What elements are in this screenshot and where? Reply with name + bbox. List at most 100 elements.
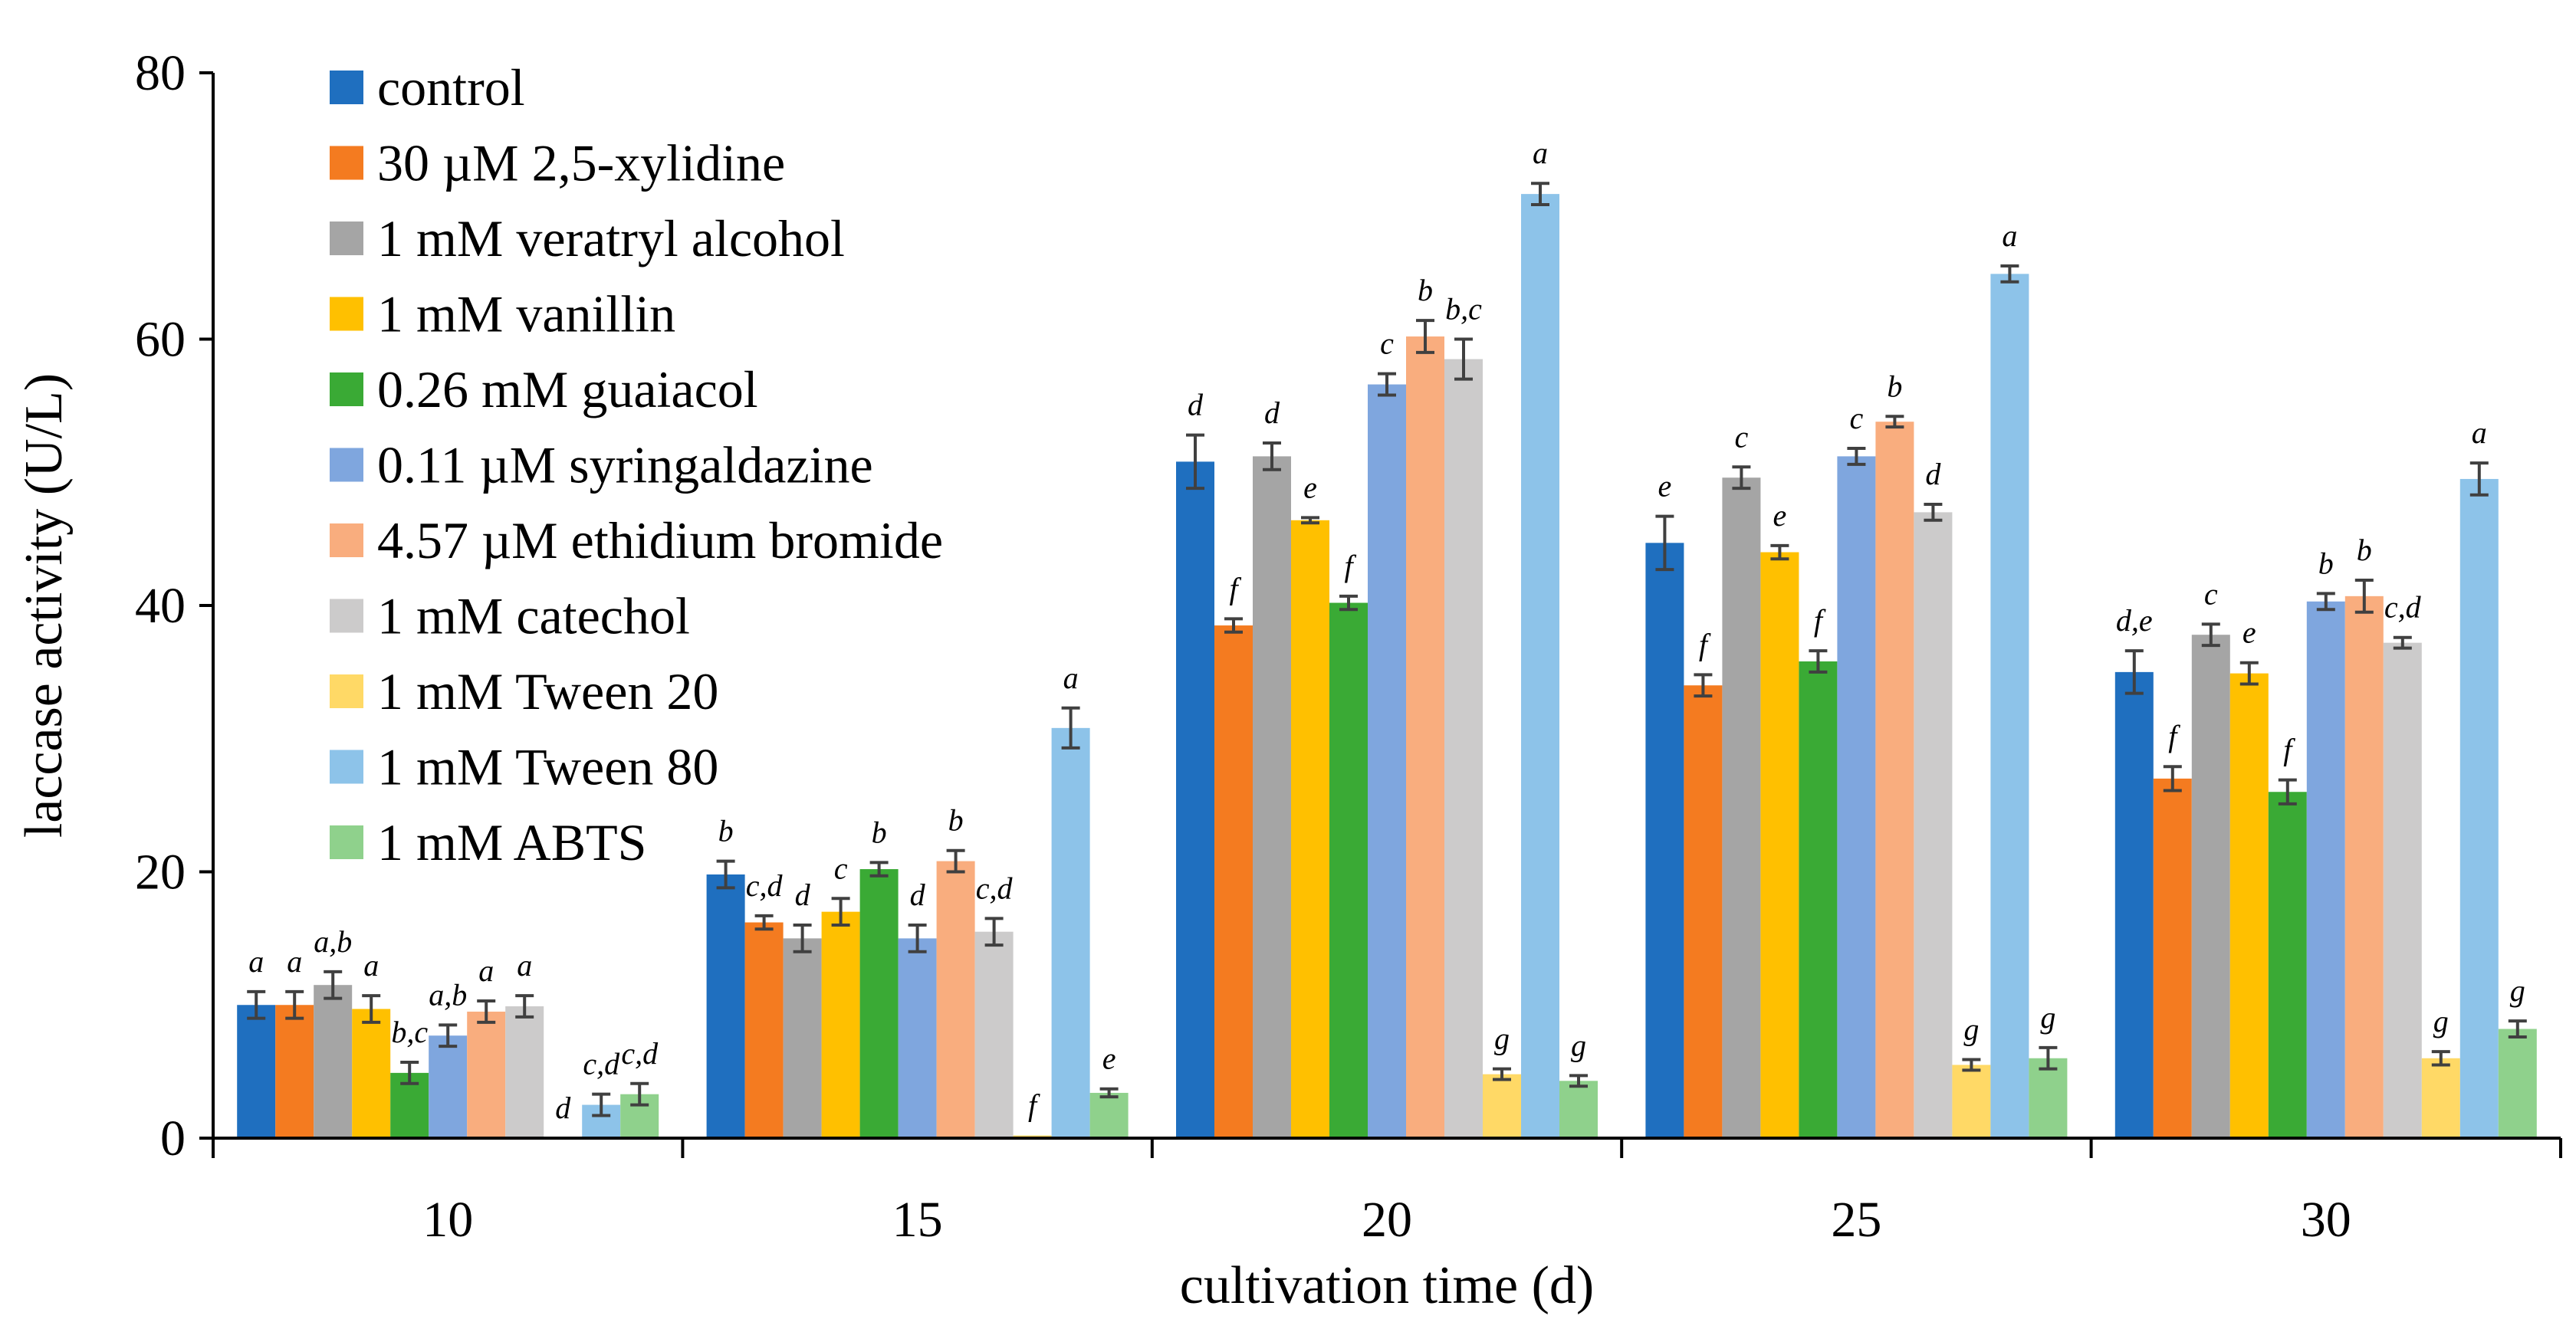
significance-label: b [2357, 533, 2372, 567]
bar [1329, 602, 1368, 1138]
significance-label: b [948, 803, 964, 838]
significance-label: f [1699, 627, 1711, 661]
legend-label: 1 mM catechol [377, 587, 690, 645]
significance-label: e [2242, 615, 2256, 650]
legend-label: 4.57 µM ethidium bromide [377, 511, 943, 569]
bar [1914, 512, 1953, 1138]
significance-label: a,b [314, 924, 352, 959]
significance-label: c [1735, 419, 1749, 454]
bar [2191, 635, 2230, 1138]
bar [1722, 477, 1761, 1138]
series-4: b,c b f f f [390, 549, 2307, 1138]
significance-label: f [2168, 719, 2180, 753]
bar [505, 1006, 544, 1138]
significance-label: a [248, 944, 264, 979]
bar [1990, 274, 2029, 1138]
significance-label: a [363, 948, 379, 983]
legend-swatch [330, 674, 363, 708]
significance-label: d [1925, 457, 1941, 491]
x-tick-label: 20 [1362, 1192, 1412, 1248]
bar [2421, 1058, 2460, 1138]
bar [1214, 625, 1253, 1138]
significance-label: e [1102, 1042, 1116, 1076]
legend-label: 1 mM Tween 80 [377, 738, 718, 796]
bar [1089, 1092, 1129, 1138]
bar [2344, 596, 2384, 1138]
bar [1799, 661, 1838, 1138]
bar [1952, 1065, 1991, 1138]
bar [1875, 422, 1914, 1138]
significance-label: f [1814, 603, 1826, 638]
legend-item: 1 mM veratryl alcohol [330, 209, 845, 267]
significance-label: g [2040, 1000, 2055, 1035]
legend-swatch [330, 146, 363, 180]
legend-swatch [330, 372, 363, 406]
series-10: c,d e g g g [620, 973, 2537, 1138]
bar [2306, 601, 2345, 1138]
bar [2459, 478, 2499, 1138]
legend-swatch [330, 750, 363, 784]
legend-label: 0.26 mM guaiacol [377, 360, 758, 418]
legend-label: 30 µM 2,5-xylidine [377, 134, 785, 192]
axes-layer: 0 20 40 60 80 10 15 20 25 30 [135, 45, 2562, 1248]
legend-swatch [330, 825, 363, 859]
significance-label: g [1494, 1022, 1510, 1056]
significance-label: e [1303, 470, 1317, 504]
bar [2153, 778, 2192, 1138]
legend-item: 0.26 mM guaiacol [330, 360, 758, 418]
bar [2268, 792, 2307, 1138]
bar [1444, 359, 1483, 1138]
significance-label: c [2204, 576, 2218, 611]
significance-label: b [1418, 273, 1433, 307]
legend: control 30 µM 2,5-xylidine 1 mM veratryl a… [330, 58, 943, 871]
legend-label: 0.11 µM syringaldazine [377, 436, 873, 494]
legend-label: 1 mM ABTS [377, 813, 646, 871]
legend-label: control [377, 58, 525, 116]
bar [314, 985, 353, 1138]
series-2: a,b d d c c [314, 395, 2230, 1138]
bar [936, 861, 975, 1138]
significance-label: f [2283, 733, 2295, 767]
bar [821, 911, 860, 1138]
y-tick-label: 20 [135, 845, 186, 901]
legend-label: 1 mM Tween 20 [377, 662, 718, 720]
y-tick-label: 60 [135, 312, 186, 368]
bar [1368, 384, 1406, 1138]
x-tick-label: 25 [1831, 1192, 1881, 1248]
significance-label: g [2510, 973, 2525, 1008]
bar [744, 922, 784, 1138]
bar [2383, 642, 2422, 1138]
significance-label: c,d [746, 868, 784, 903]
significance-label: b [2318, 546, 2334, 580]
bar [2114, 671, 2154, 1138]
significance-label: d [1188, 388, 1204, 422]
significance-label: d [1264, 395, 1280, 430]
significance-label: b [872, 815, 887, 849]
x-tick-label: 15 [892, 1192, 943, 1248]
significance-label: c [834, 851, 848, 885]
legend-item: 0.11 µM syringaldazine [330, 436, 873, 494]
legend-item: 1 mM catechol [330, 587, 690, 645]
legend-swatch [330, 71, 363, 104]
bar [1291, 520, 1329, 1138]
significance-label: a,b [429, 977, 467, 1012]
bar [1559, 1081, 1598, 1138]
legend-label: 1 mM vanillin [377, 285, 675, 343]
significance-label: a [287, 944, 302, 979]
significance-label: c,d [2384, 590, 2422, 625]
bar [783, 938, 822, 1138]
significance-label: g [2433, 1004, 2449, 1038]
significance-label: d [910, 878, 926, 912]
bar [237, 1005, 276, 1138]
legend-swatch [330, 599, 363, 633]
bar [467, 1011, 506, 1138]
x-tick-label: 10 [422, 1192, 473, 1248]
significance-label: c,d [621, 1036, 659, 1071]
significance-label: c,d [583, 1047, 620, 1081]
